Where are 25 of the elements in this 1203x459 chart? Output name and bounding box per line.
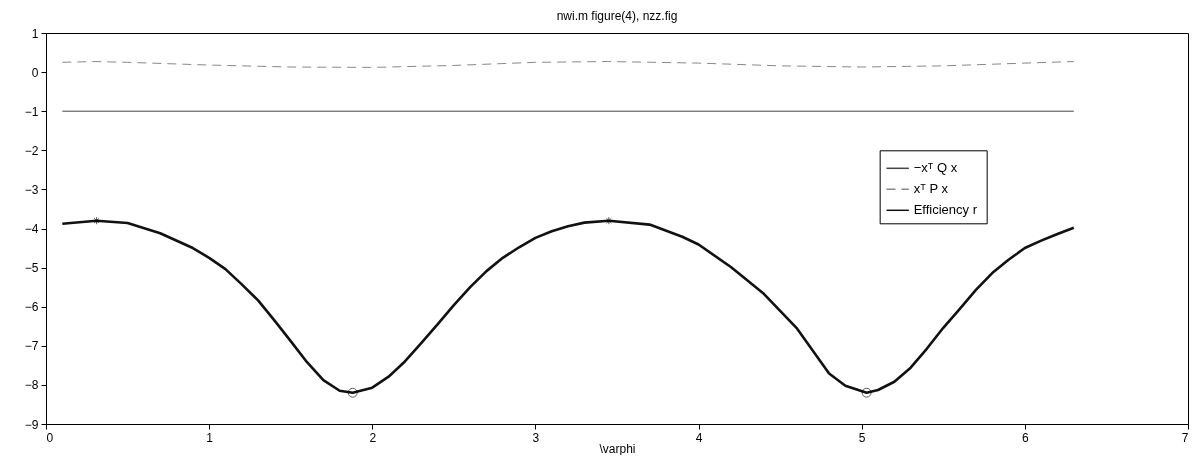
x-tick-label: 6 [1022, 430, 1030, 445]
legend-label: xᵀ P x [913, 181, 949, 197]
x-tick-label: 4 [695, 430, 703, 445]
y-tick-label: −7 [24, 339, 39, 354]
x-tick-label: 1 [206, 430, 214, 445]
x-tick-label: 5 [858, 430, 866, 445]
x-tick-label: 0 [46, 430, 54, 445]
legend-label: Efficiency r [913, 202, 978, 218]
y-tick-label: −4 [24, 222, 39, 236]
y-tick-label: −8 [24, 378, 39, 393]
y-tick-label: −5 [24, 261, 39, 276]
y-tick-label: 1 [31, 26, 39, 41]
x-tick-label: 2 [369, 430, 377, 445]
y-tick-label: −6 [24, 300, 39, 315]
y-tick-label: −9 [24, 417, 39, 432]
x-axis-title: \varphi [599, 441, 636, 456]
x-tick-label: 7 [1181, 430, 1189, 445]
y-tick-label: −3 [24, 182, 39, 197]
y-tick-label: −2 [24, 143, 39, 158]
y-tick-label: 0 [31, 65, 39, 80]
x-tick-label: 3 [532, 430, 540, 445]
y-tick-label: −1 [24, 104, 39, 119]
chart-title: nwi.m figure(4), nzz.fig [556, 9, 678, 23]
legend-label: −xᵀ Q x [913, 160, 958, 176]
line-series [61, 219, 1076, 395]
